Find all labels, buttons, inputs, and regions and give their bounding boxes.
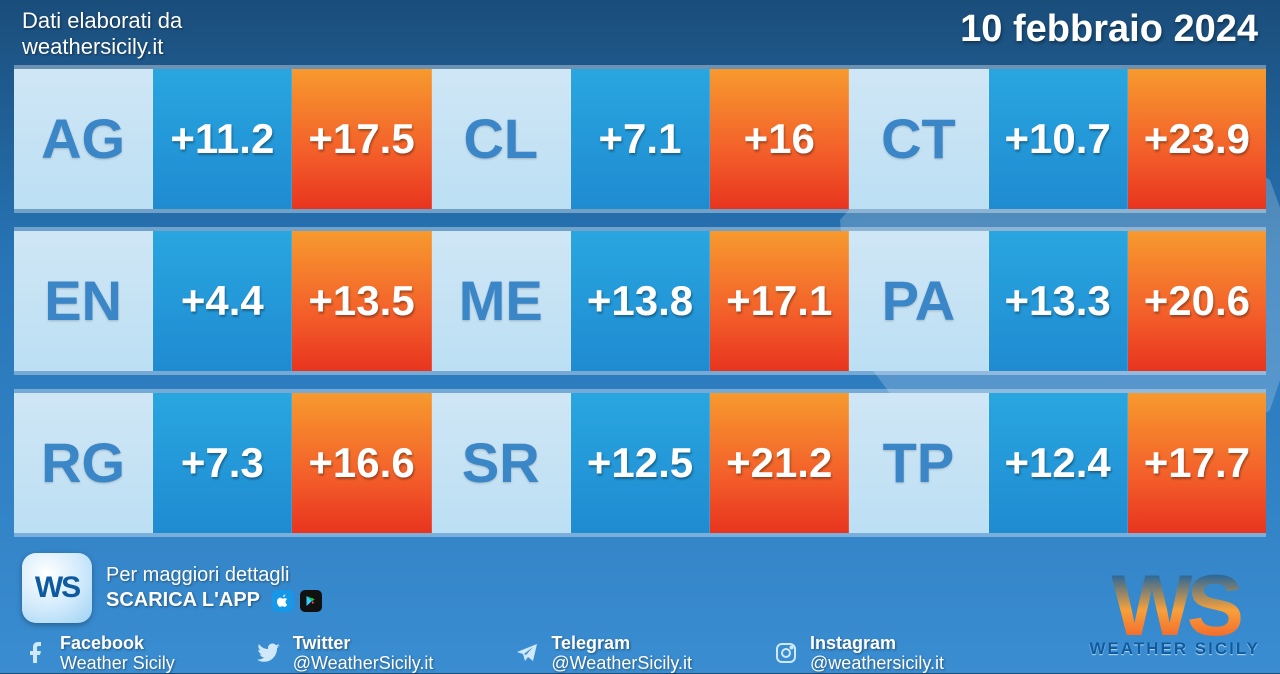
credit-block: Dati elaborati da weathersicily.it bbox=[22, 8, 182, 61]
ws-logo: WS WEATHER SICILY bbox=[1089, 570, 1260, 659]
temp-max: +20.6 bbox=[1128, 231, 1266, 371]
ws-logo-big: WS bbox=[1089, 570, 1260, 643]
temp-max: +17.1 bbox=[710, 231, 849, 371]
table-row: RG+7.3+16.6SR+12.5+21.2TP+12.4+17.7 bbox=[14, 389, 1266, 537]
ws-logo-sub: WEATHER SICILY bbox=[1089, 639, 1260, 659]
store-badges bbox=[272, 590, 322, 612]
date-label: 10 febbraio 2024 bbox=[960, 8, 1258, 51]
temp-min: +10.7 bbox=[989, 69, 1128, 209]
province-code: TP bbox=[849, 393, 988, 533]
footer: WS Per maggiori dettagli SCARICA L'APP F… bbox=[0, 551, 1280, 674]
province-code: CL bbox=[432, 69, 571, 209]
temp-max: +21.2 bbox=[710, 393, 849, 533]
social-name: Facebook bbox=[60, 633, 175, 654]
table-row: AG+11.2+17.5CL+7.1+16CT+10.7+23.9 bbox=[14, 65, 1266, 213]
temp-min: +12.4 bbox=[989, 393, 1128, 533]
app-promo: WS Per maggiori dettagli SCARICA L'APP bbox=[22, 553, 1258, 623]
appstore-icon bbox=[272, 590, 294, 612]
temp-max: +16.6 bbox=[292, 393, 431, 533]
province-code: AG bbox=[14, 69, 153, 209]
app-line-2: SCARICA L'APP bbox=[106, 589, 260, 611]
social-handle: @weathersicily.it bbox=[810, 653, 944, 674]
temperature-grid: AG+11.2+17.5CL+7.1+16CT+10.7+23.9EN+4.4+… bbox=[14, 65, 1266, 537]
social-instagram[interactable]: Instagram@weathersicily.it bbox=[772, 633, 944, 674]
app-icon: WS bbox=[22, 553, 92, 623]
temp-min: +13.3 bbox=[989, 231, 1128, 371]
temp-min: +13.8 bbox=[571, 231, 710, 371]
credit-line-2: weathersicily.it bbox=[22, 34, 182, 60]
temp-max: +17.7 bbox=[1128, 393, 1266, 533]
temp-min: +4.4 bbox=[153, 231, 292, 371]
social-handle: @WeatherSicily.it bbox=[551, 653, 692, 674]
credit-line-1: Dati elaborati da bbox=[22, 8, 182, 34]
app-line-1: Per maggiori dettagli bbox=[106, 563, 322, 588]
app-promo-text: Per maggiori dettagli SCARICA L'APP bbox=[106, 563, 322, 613]
googleplay-icon bbox=[300, 590, 322, 612]
province-code: PA bbox=[849, 231, 988, 371]
header: Dati elaborati da weathersicily.it 10 fe… bbox=[0, 0, 1280, 63]
social-telegram[interactable]: Telegram@WeatherSicily.it bbox=[513, 633, 692, 674]
telegram-icon bbox=[513, 639, 541, 667]
temp-min: +12.5 bbox=[571, 393, 710, 533]
social-twitter[interactable]: Twitter@WeatherSicily.it bbox=[255, 633, 434, 674]
province-code: SR bbox=[432, 393, 571, 533]
province-code: RG bbox=[14, 393, 153, 533]
temp-min: +11.2 bbox=[153, 69, 292, 209]
app-icon-text: WS bbox=[35, 571, 79, 605]
table-row: EN+4.4+13.5ME+13.8+17.1PA+13.3+20.6 bbox=[14, 227, 1266, 375]
temp-max: +17.5 bbox=[292, 69, 431, 209]
social-name: Instagram bbox=[810, 633, 944, 654]
province-code: ME bbox=[432, 231, 571, 371]
social-name: Telegram bbox=[551, 633, 692, 654]
twitter-icon bbox=[255, 639, 283, 667]
social-facebook[interactable]: FacebookWeather Sicily bbox=[22, 633, 175, 674]
social-name: Twitter bbox=[293, 633, 434, 654]
temp-min: +7.1 bbox=[571, 69, 710, 209]
province-code: CT bbox=[849, 69, 988, 209]
facebook-icon bbox=[22, 639, 50, 667]
temp-max: +16 bbox=[710, 69, 849, 209]
temp-max: +13.5 bbox=[292, 231, 431, 371]
province-code: EN bbox=[14, 231, 153, 371]
temp-max: +23.9 bbox=[1128, 69, 1266, 209]
social-handle: @WeatherSicily.it bbox=[293, 653, 434, 674]
temp-min: +7.3 bbox=[153, 393, 292, 533]
instagram-icon bbox=[772, 639, 800, 667]
social-links: FacebookWeather SicilyTwitter@WeatherSic… bbox=[22, 633, 1258, 674]
social-handle: Weather Sicily bbox=[60, 653, 175, 674]
